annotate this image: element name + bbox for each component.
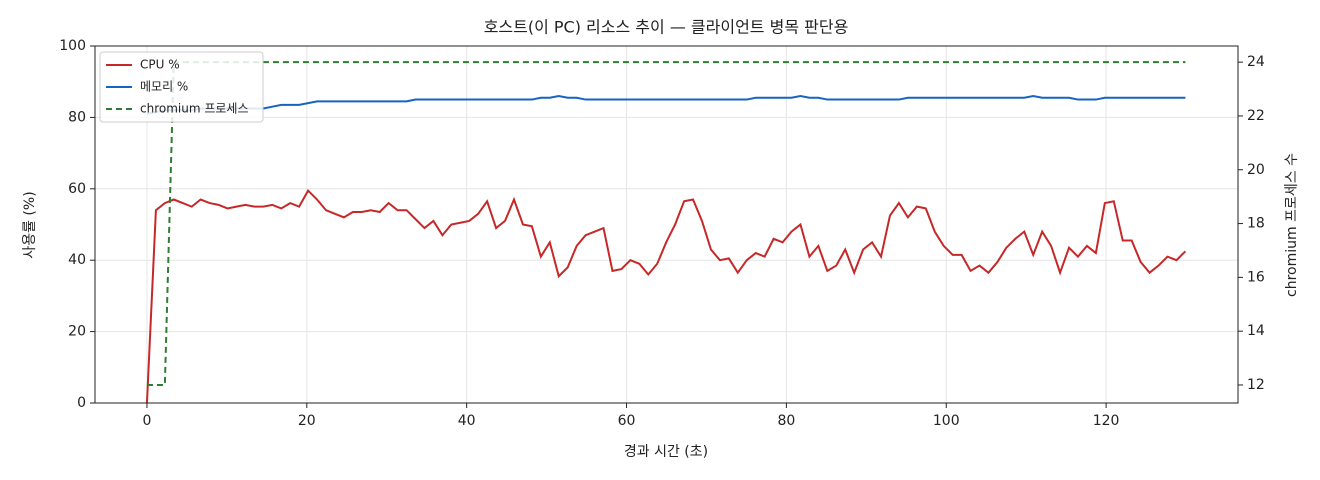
series-line <box>145 188 1187 404</box>
series-line <box>146 94 1186 115</box>
y2-tick-label: 16 <box>1247 269 1265 285</box>
legend: CPU % 메모리 % chromium 프로세스 <box>99 51 264 123</box>
chart-title: 호스트(이 PC) 리소스 추이 — 클라이언트 병목 판단용 <box>484 18 849 37</box>
x-tick-label: 40 <box>458 413 476 429</box>
x-axis-label: 경과 시간 (초) <box>624 444 708 460</box>
y-tick-label: 20 <box>68 324 86 340</box>
y2-tick-label: 20 <box>1247 162 1265 178</box>
y-tick-label: 80 <box>68 109 86 125</box>
plot-frame <box>94 45 1239 404</box>
y2-tick-label: 18 <box>1247 216 1265 232</box>
y-tick-label: 60 <box>68 181 86 197</box>
y2-tick-label: 12 <box>1247 377 1265 393</box>
y2-axis-label: chromium 프로세스 수 <box>1284 153 1300 297</box>
y-tick-label: 0 <box>77 395 86 411</box>
y-axis-label: 사용률 (%) <box>22 191 38 258</box>
legend-label: CPU % <box>140 58 180 72</box>
y2-tick-label: 24 <box>1247 54 1265 70</box>
legend-label: 메모리 % <box>140 80 188 94</box>
x-tick-label: 20 <box>298 413 316 429</box>
legend-box <box>99 51 264 123</box>
y2-tick-label: 22 <box>1247 108 1265 124</box>
x-tick-label: 60 <box>618 413 636 429</box>
x-tick-label: 120 <box>1093 413 1120 429</box>
x-tick-label: 100 <box>933 413 960 429</box>
legend-label: chromium 프로세스 <box>140 102 249 116</box>
series-line <box>146 61 1186 386</box>
y2-tick-label: 14 <box>1247 323 1265 339</box>
y-tick-label: 100 <box>59 38 86 54</box>
x-tick-label: 80 <box>777 413 795 429</box>
x-tick-label: 0 <box>142 413 151 429</box>
y-tick-label: 40 <box>68 252 86 268</box>
